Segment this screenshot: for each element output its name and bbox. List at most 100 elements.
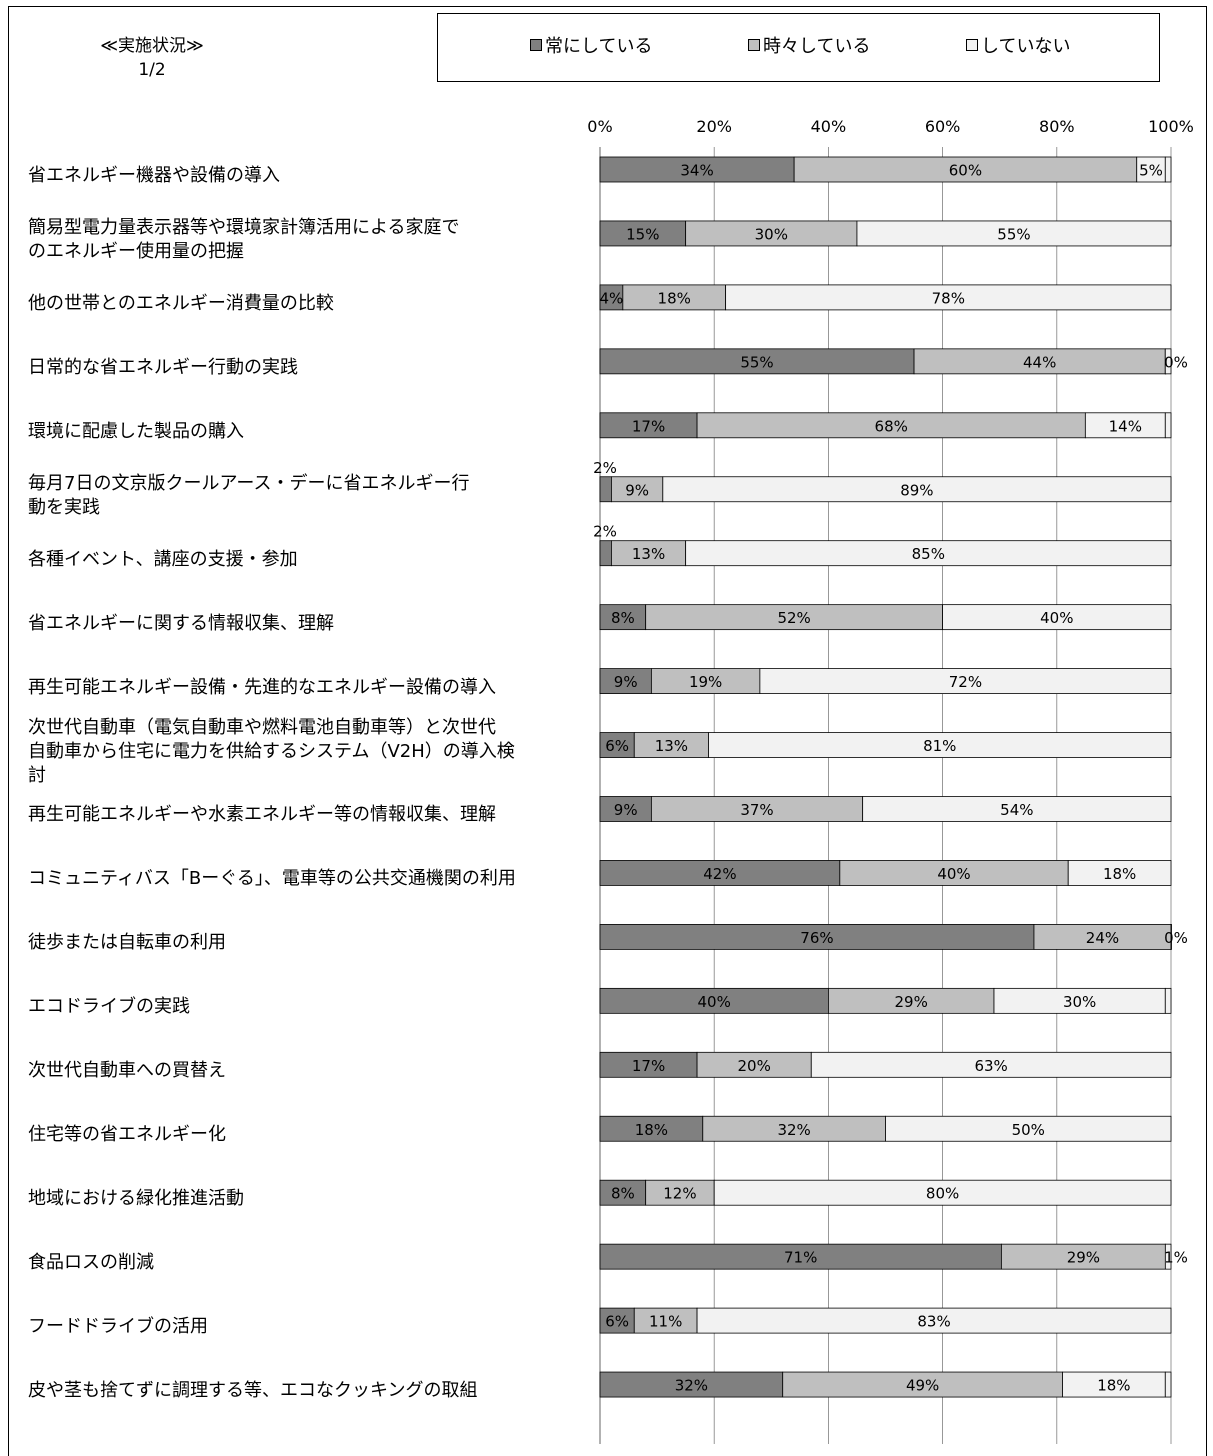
data-label: 8% [611,1185,635,1203]
data-label: 85% [912,545,945,563]
data-label: 17% [632,1057,665,1075]
data-label: 78% [932,289,965,307]
data-label: 83% [917,1313,950,1331]
data-label: 68% [875,417,908,435]
legend-label-always: 常にしている [545,36,653,57]
legend-swatch-always [530,39,542,51]
bar-segment [599,540,612,567]
bar-segment [1170,924,1172,950]
bar-segment [1067,860,1172,886]
bar-segment [599,412,698,439]
bar-segment [810,1051,1172,1078]
data-label: 63% [974,1057,1007,1075]
bar-segment [1033,924,1172,950]
data-label: 40% [1040,609,1073,627]
bar-segment [599,796,652,822]
bar-segment [1062,1371,1166,1398]
bar-segment [599,860,841,886]
category-label: 再生可能エネルギー設備・先進的なエネルギー設備の導入 [28,676,496,698]
legend-item-always: 常にしている [530,35,652,59]
data-label: 72% [949,673,982,691]
data-label: 17% [632,417,665,435]
legend: 常にしている 時々している していない [437,13,1160,82]
x-tick-label: 100% [1148,117,1194,136]
category-label: 毎月7日の文京版クールアース・デーに省エネルギー行 動を実践 [28,472,470,518]
category-label: フードドライブの活用 [28,1316,208,1338]
bar-segment [645,604,944,631]
bar-segment [713,1179,1172,1206]
data-label: 0% [1164,929,1188,947]
bar-segment [1164,1243,1172,1270]
data-label: 4% [600,289,624,307]
data-label: 18% [635,1121,668,1139]
bar-segment [599,604,647,631]
bar-segment [599,668,652,694]
data-label: 30% [1063,993,1096,1011]
data-label: 81% [923,737,956,755]
chart-frame [8,6,1207,1456]
bar-segment [599,1179,647,1206]
data-label: 14% [1109,417,1142,435]
data-label: 29% [895,993,928,1011]
bar-segment [611,476,664,503]
bar-segment [759,668,1172,694]
data-label: 80% [926,1185,959,1203]
legend-swatch-sometimes [748,39,760,51]
data-label: 32% [777,1121,810,1139]
data-label: 30% [755,225,788,243]
bar-segment [1164,1371,1172,1398]
data-label: 0% [1164,353,1188,371]
bar-segment [650,668,761,694]
bar-segment [599,220,687,247]
data-label: 44% [1023,353,1056,371]
bar-segment [599,732,635,758]
data-label: 89% [900,481,933,499]
bar-segment [1164,987,1172,1014]
data-label: 55% [997,225,1030,243]
bar-segment [599,1243,1002,1270]
data-label: 50% [1012,1121,1045,1139]
data-label: 60% [949,162,982,180]
bar-segment [685,540,1172,567]
data-label: 9% [625,481,649,499]
bar-segment [793,156,1138,183]
bar-segment [599,1051,698,1078]
category-label: 地域における緑化推進活動 [28,1188,244,1210]
bar-segment [725,284,1172,311]
category-label: 日常的な省エネルギー行動の実践 [28,356,298,378]
data-label: 2% [593,523,617,541]
page-title: ≪実施状況≫ 1/2 [100,36,204,80]
category-label: 食品ロスの削減 [28,1252,154,1274]
category-label: コミュニティバス「Bーぐる」、電車等の公共交通機関の利用 [28,868,516,890]
data-label: 42% [703,865,736,883]
bar-segment [913,348,1166,375]
data-label: 15% [626,225,659,243]
data-label: 55% [740,353,773,371]
data-label: 19% [689,673,722,691]
bar-segment [782,1371,1063,1398]
bar-segment [1164,412,1172,439]
category-label: エコドライブの実践 [28,996,190,1018]
data-label: 2% [593,459,617,477]
bar-segment [942,604,1172,631]
category-label: 他の世帯とのエネルギー消費量の比較 [28,292,334,314]
x-tick-label: 0% [587,117,612,136]
bar-segment [685,220,858,247]
data-label: 12% [663,1185,696,1203]
data-label: 8% [611,609,635,627]
data-label: 20% [737,1057,770,1075]
bar-segment [1084,412,1166,439]
category-label: 各種イベント、講座の支援・参加 [28,548,298,570]
legend-label-sometimes: 時々している [763,36,871,57]
data-label: 76% [800,929,833,947]
data-label: 13% [632,545,665,563]
data-label: 71% [784,1249,817,1267]
bar-segment [856,220,1172,247]
x-tick-label: 20% [696,117,732,136]
data-label: 9% [614,801,638,819]
data-label: 37% [740,801,773,819]
category-label: 住宅等の省エネルギー化 [28,1124,226,1146]
category-label: 徒歩または自転車の利用 [28,932,226,954]
bar-segment [702,1115,886,1142]
